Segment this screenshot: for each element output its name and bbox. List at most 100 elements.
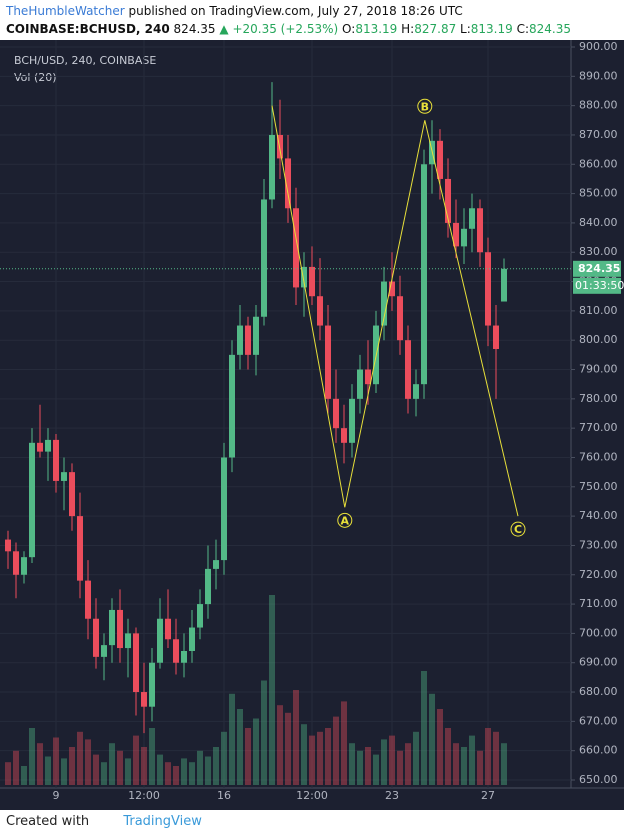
y-tick-label: 870.00 [579,128,618,141]
candle-body [133,633,139,693]
volume-bar [109,743,115,785]
volume-bar [181,758,187,785]
volume-bar [453,743,459,785]
created: Created with [6,814,90,829]
volume-bar [61,758,67,785]
y-tick-label: 790.00 [579,363,618,376]
x-tick-label: 9 [53,789,60,802]
candle-body [101,645,107,657]
volume-bar [189,762,195,785]
chart: BCH/USD, 240, COINBASE Vol (20) 650.00 66… [0,40,624,810]
volume-bar [149,728,155,785]
volume-bar [93,754,99,785]
candle-body [397,296,403,341]
candle-body [485,252,491,326]
l-label: L: [460,22,471,36]
volume-bar [157,754,163,785]
volume-bar [301,724,307,785]
y-tick-label: 690.00 [579,656,618,669]
candle-body [5,539,11,552]
candle-body [325,325,331,399]
symbol: COINBASE:BCHUSD, 240 [6,22,170,36]
volume-bar [437,709,443,785]
publish-line: TheHumbleWatcher published on TradingVie… [6,4,463,18]
volume-bar [485,728,491,785]
y-tick-label: 850.00 [579,187,618,200]
volume-bar [69,747,75,785]
volume-bar [325,728,331,785]
candle-body [221,457,227,561]
volume-bar [333,716,339,785]
volume-bar [165,762,171,785]
chart-title: BCH/USD, 240, COINBASE [14,54,156,67]
volume-bar [221,731,227,785]
candle-body [349,398,355,443]
y-tick-label: 830.00 [579,245,618,258]
volume-bar [493,731,499,785]
candle-body [77,516,83,581]
last-price-label: 824.35 [578,262,620,275]
volume-bar [37,743,43,785]
volume-bar [405,743,411,785]
x-tick-label: 16 [217,789,231,802]
volume-bar [413,731,419,785]
o-label: O: [342,22,356,36]
y-tick-label: 810.00 [579,304,618,317]
candle-body [365,369,371,385]
y-tick-label: 710.00 [579,597,618,610]
volume-bar [317,731,323,785]
volume-bar [501,743,507,785]
candle-body [21,557,27,575]
volume-bar [397,750,403,785]
candle-body [53,439,59,481]
volume-bar [197,750,203,785]
candle-body [357,369,363,399]
candle-body [229,354,235,458]
volume-bar [141,747,147,785]
volume-bar [85,739,91,785]
pattern-marker [417,98,433,114]
y-tick-label: 840.00 [579,216,618,229]
candle-body [461,228,467,247]
o-value: 813.19 [355,22,398,36]
candle-body [317,296,323,326]
volume-bar [5,762,11,785]
y-tick-label: 770.00 [579,421,618,434]
pattern-label: A [341,514,350,527]
change: +20.35 (+2.53%) [232,22,339,36]
candle-body [29,442,35,558]
candle-body [341,428,347,443]
countdown-box [573,277,621,294]
candle-body [285,158,291,209]
published: published on TradingView.com, July 27, 2… [128,4,463,18]
y-tick-label: 740.00 [579,509,618,522]
volume-bar [373,754,379,785]
volume-bar [173,766,179,785]
x-tick-label: 27 [481,789,495,802]
candle-body [173,639,179,663]
volume-bar [205,756,211,785]
x-tick-label: 12:00 [296,789,328,802]
y-tick-label: 700.00 [579,626,618,639]
candle-body [61,472,67,481]
y-tick-label: 680.00 [579,685,618,698]
volume-bar [237,709,243,785]
candle-body [93,618,99,657]
up-arrow: ▲ [219,22,229,36]
volume-bar [285,712,291,785]
candle-body [277,134,283,159]
brand[interactable]: TradingView [123,814,202,829]
author[interactable]: TheHumbleWatcher [6,4,125,18]
candle-body [213,560,219,569]
candle-body [293,208,299,288]
volume-bar [253,718,259,785]
abc-pattern [271,105,519,517]
candle-body [421,164,427,385]
candle-body [333,398,339,429]
h-value: 827.87 [414,22,457,36]
volume-bar [125,758,131,785]
footer: Created with TradingView [6,814,202,829]
candle-body [149,662,155,707]
candle-body [501,268,507,302]
